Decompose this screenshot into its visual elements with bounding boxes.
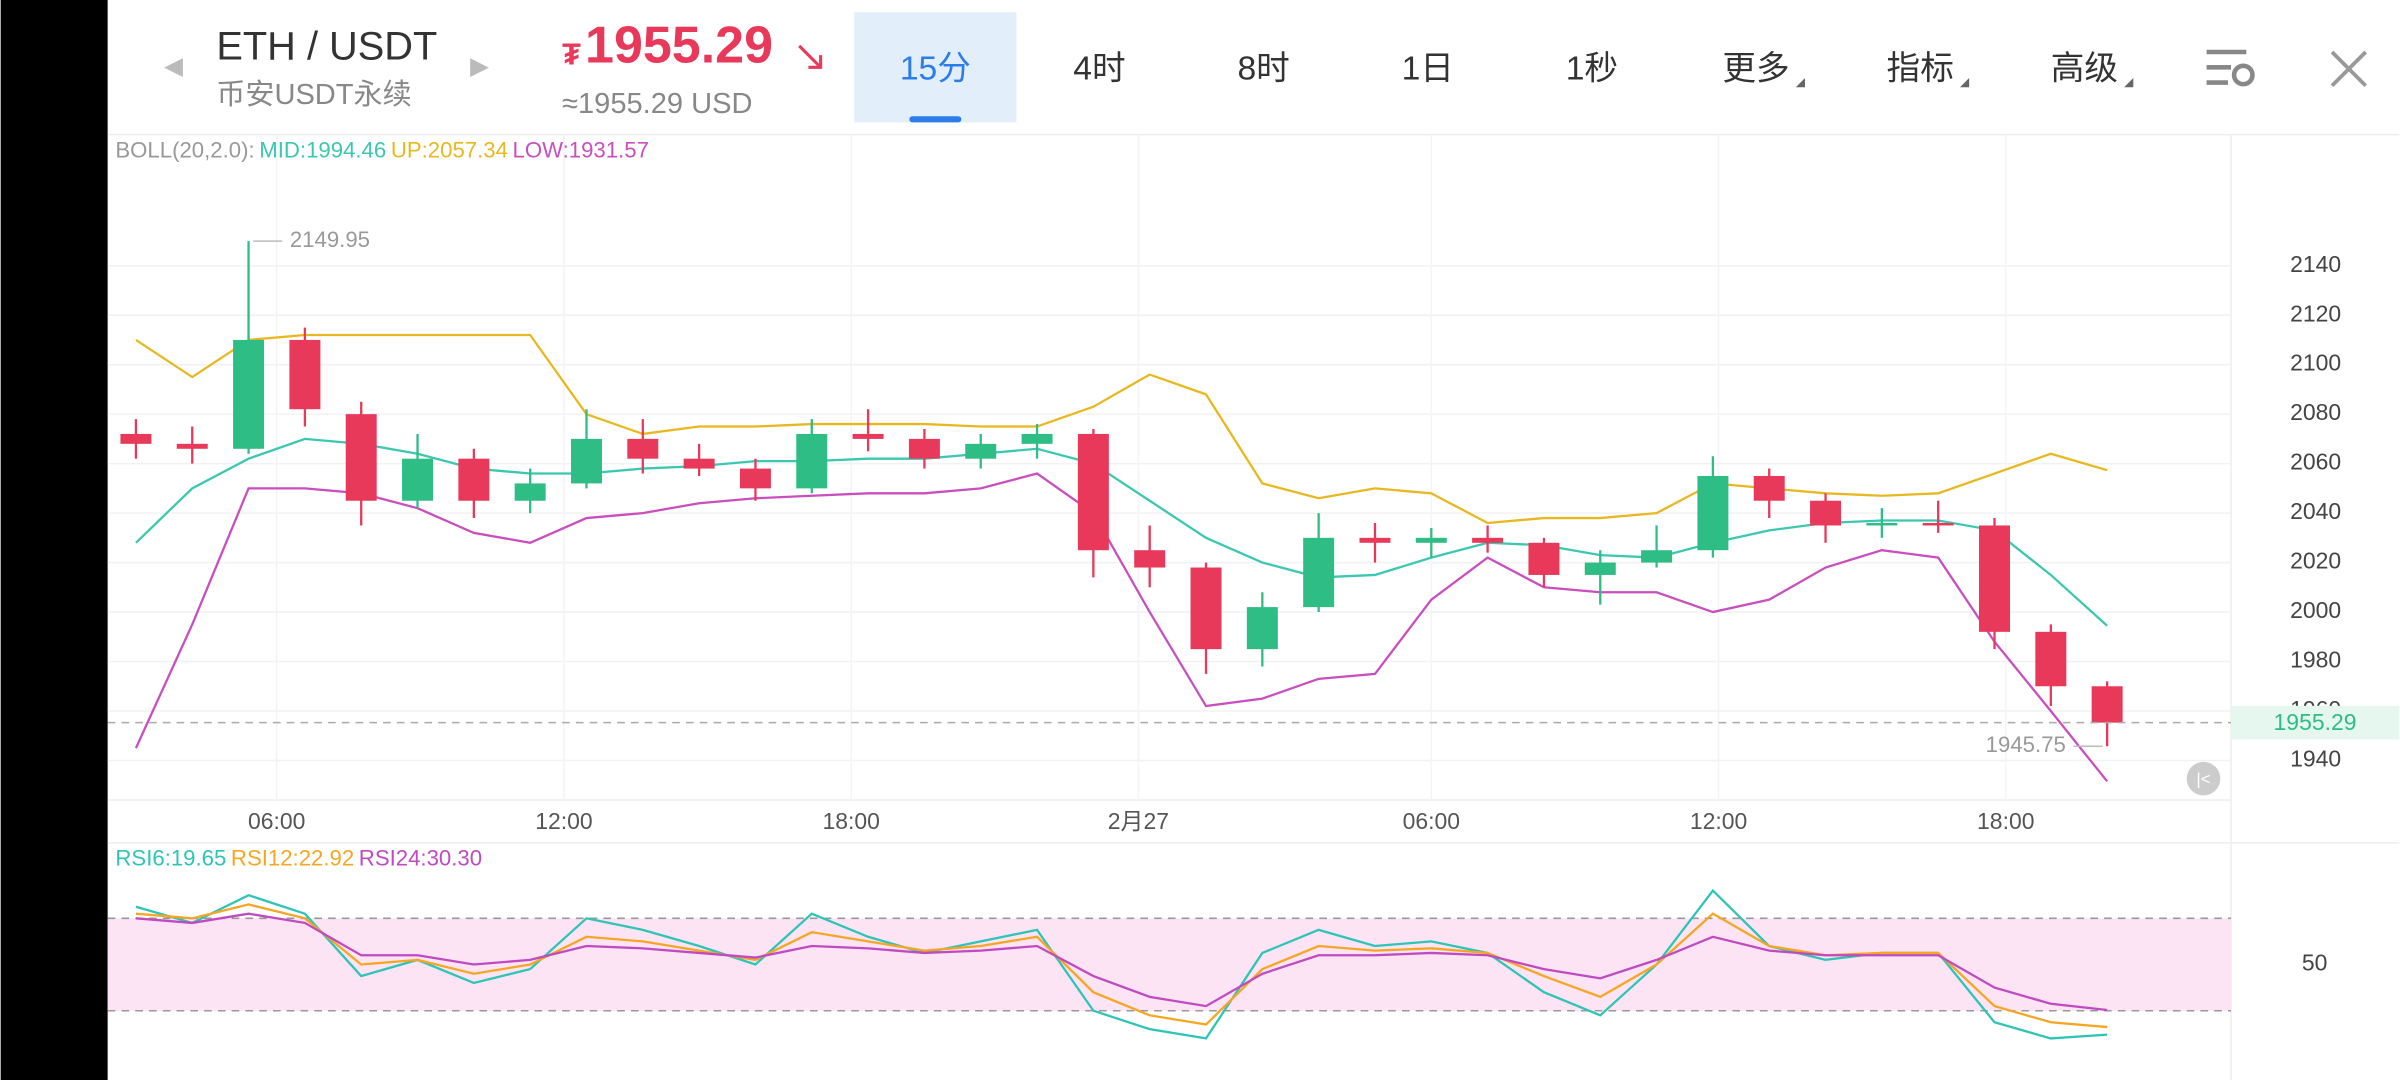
y-tick-label: 2080 bbox=[2290, 399, 2341, 425]
candle-body bbox=[1528, 542, 1560, 575]
candle-body bbox=[1641, 550, 1673, 563]
candle-body bbox=[570, 438, 602, 484]
legend-entry: UP:2057.34 bbox=[391, 137, 508, 162]
x-tick-label: 12:00 bbox=[1690, 808, 1747, 834]
price: 1955.29 bbox=[585, 17, 773, 75]
next-arrow[interactable]: ▶ bbox=[470, 53, 489, 80]
candle-body bbox=[1303, 537, 1335, 608]
tab[interactable]: 1日 bbox=[1402, 50, 1454, 87]
candle-body bbox=[1697, 475, 1729, 551]
candle-body bbox=[965, 443, 997, 459]
y-tick-label: 2140 bbox=[2290, 251, 2341, 277]
candle-body bbox=[402, 458, 434, 501]
y-tick-label: 2000 bbox=[2290, 597, 2341, 623]
candle-body bbox=[176, 443, 208, 449]
low-label: 1945.75 bbox=[1986, 732, 2066, 757]
candle-body bbox=[1472, 537, 1504, 543]
candle-body bbox=[1246, 607, 1278, 650]
candle-body bbox=[627, 438, 659, 459]
candle-body bbox=[852, 433, 884, 439]
candle-body bbox=[289, 339, 321, 410]
candle-body bbox=[796, 433, 828, 489]
active-tab-bar bbox=[909, 116, 962, 123]
reset-icon[interactable] bbox=[2186, 761, 2221, 796]
candle-body bbox=[1922, 522, 1954, 526]
legend-entry: LOW:1931.57 bbox=[513, 137, 649, 162]
candle-body bbox=[1134, 550, 1166, 568]
tab[interactable]: 8时 bbox=[1237, 50, 1289, 87]
rsi-band bbox=[107, 918, 2232, 1011]
x-tick-label: 06:00 bbox=[1403, 808, 1460, 834]
market: 币安USDT永续 bbox=[216, 78, 411, 111]
x-tick-label: 2月27 bbox=[1108, 808, 1169, 834]
candle-body bbox=[683, 458, 715, 469]
candle-body bbox=[345, 414, 377, 501]
candle-body bbox=[1979, 525, 2010, 632]
legend-entry: RSI12:22.92 bbox=[231, 846, 354, 871]
legend-entry: MID:1994.46 bbox=[259, 137, 386, 162]
tabs: 15分 4时 8时 1日 1秒 更多 指标 高级 bbox=[854, 12, 2134, 123]
candle-body bbox=[739, 468, 771, 489]
tab[interactable]: 15分 bbox=[900, 50, 971, 87]
main-chart: 1940196019802000202020402060208021002120… bbox=[107, 134, 2400, 1040]
rsi-tick-label: 50 bbox=[2302, 950, 2328, 976]
x-tick-label: 06:00 bbox=[248, 808, 305, 834]
close-icon[interactable] bbox=[2330, 50, 2368, 88]
tab[interactable]: 指标 bbox=[1887, 49, 1954, 87]
menu-caret bbox=[1959, 78, 1970, 88]
candle-body bbox=[1810, 500, 1842, 526]
candle-body bbox=[2091, 686, 2123, 723]
tab[interactable]: 1秒 bbox=[1566, 49, 1618, 87]
legend-entry: BOLL(20,2.0): bbox=[115, 137, 254, 162]
candle-body bbox=[1077, 433, 1109, 551]
rsi-line bbox=[135, 903, 2108, 1029]
background bbox=[107, 0, 2400, 1080]
candle-body bbox=[1021, 433, 1053, 444]
price-tag-label: 1955.29 bbox=[2274, 709, 2357, 735]
y-tick-label: 1940 bbox=[2290, 746, 2341, 772]
usd-approx: ≈1955.29 USD bbox=[562, 88, 752, 120]
tab[interactable]: 高级 bbox=[2051, 49, 2118, 87]
candle-body bbox=[1866, 522, 1898, 526]
tab[interactable]: 4时 bbox=[1073, 50, 1125, 87]
pair: ETH / USDT bbox=[216, 24, 437, 68]
down-arrow bbox=[798, 44, 823, 69]
high-label: 2149.95 bbox=[290, 227, 370, 252]
menu-caret bbox=[1795, 78, 1806, 88]
y-tick-label: 2020 bbox=[2290, 548, 2341, 574]
candle-body bbox=[514, 483, 546, 501]
x-tick-label: 18:00 bbox=[822, 808, 879, 834]
legend-entry: RSI6:19.65 bbox=[115, 846, 226, 871]
boll-line bbox=[134, 472, 2109, 783]
candle-body bbox=[458, 458, 490, 501]
candle-body bbox=[1190, 567, 1222, 650]
candle-body bbox=[1415, 537, 1447, 543]
candle-body bbox=[233, 339, 265, 449]
candle-body bbox=[1584, 562, 1616, 575]
x-tick-label: 12:00 bbox=[535, 808, 592, 834]
tab[interactable]: 更多 bbox=[1722, 49, 1789, 87]
candle-body bbox=[2035, 631, 2067, 687]
price-symbol: ₮ bbox=[562, 38, 581, 72]
candle-body bbox=[1753, 475, 1785, 501]
price-tag bbox=[2231, 705, 2400, 740]
legend-entry: RSI24:30.30 bbox=[359, 846, 482, 871]
y-tick-label: 2040 bbox=[2290, 498, 2341, 524]
y-tick-label: 2060 bbox=[2290, 449, 2341, 475]
y-tick-label: 2120 bbox=[2290, 300, 2341, 326]
reset-icon-glyph: |< bbox=[2196, 770, 2210, 789]
candle-body bbox=[1359, 537, 1391, 543]
y-tick-label: 2100 bbox=[2290, 350, 2341, 376]
candle-body bbox=[120, 433, 152, 444]
left-bar bbox=[0, 0, 108, 1080]
x-tick-label: 18:00 bbox=[1977, 808, 2034, 834]
active-tab-bg bbox=[854, 12, 1017, 123]
rsi-line bbox=[135, 912, 2108, 1012]
settings-icon[interactable] bbox=[2206, 49, 2255, 87]
candle-body bbox=[908, 438, 940, 459]
prev-arrow[interactable]: ◀ bbox=[164, 53, 183, 80]
y-tick-label: 1980 bbox=[2290, 647, 2341, 673]
